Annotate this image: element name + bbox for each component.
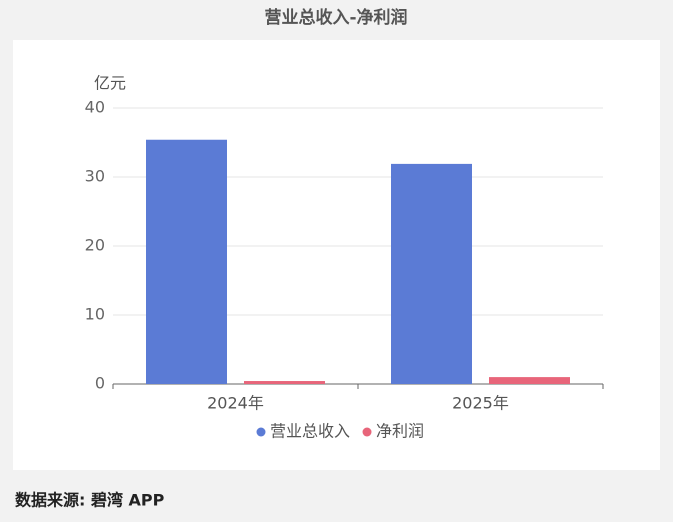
legend-label: 营业总收入 — [270, 422, 350, 441]
bar — [489, 377, 570, 384]
y-tick-label: 40 — [85, 98, 105, 117]
y-tick-label: 20 — [85, 236, 105, 255]
panel — [13, 40, 660, 470]
y-tick-label: 0 — [95, 374, 105, 393]
bar — [244, 381, 325, 384]
source: 数据来源: 碧湾 APP — [15, 491, 165, 510]
legend-marker — [256, 427, 266, 437]
chart-title: 营业总收入-净利润 — [264, 7, 407, 28]
y-tick-label: 30 — [85, 167, 105, 186]
y-axis-label: 亿元 — [94, 74, 126, 93]
bar — [391, 163, 472, 384]
x-tick-label: 2024年 — [207, 394, 264, 413]
bar — [146, 139, 227, 384]
legend-label: 净利润 — [376, 422, 424, 441]
legend-marker — [362, 427, 372, 437]
y-tick-label: 10 — [85, 305, 105, 324]
x-tick-label: 2025年 — [452, 394, 509, 413]
